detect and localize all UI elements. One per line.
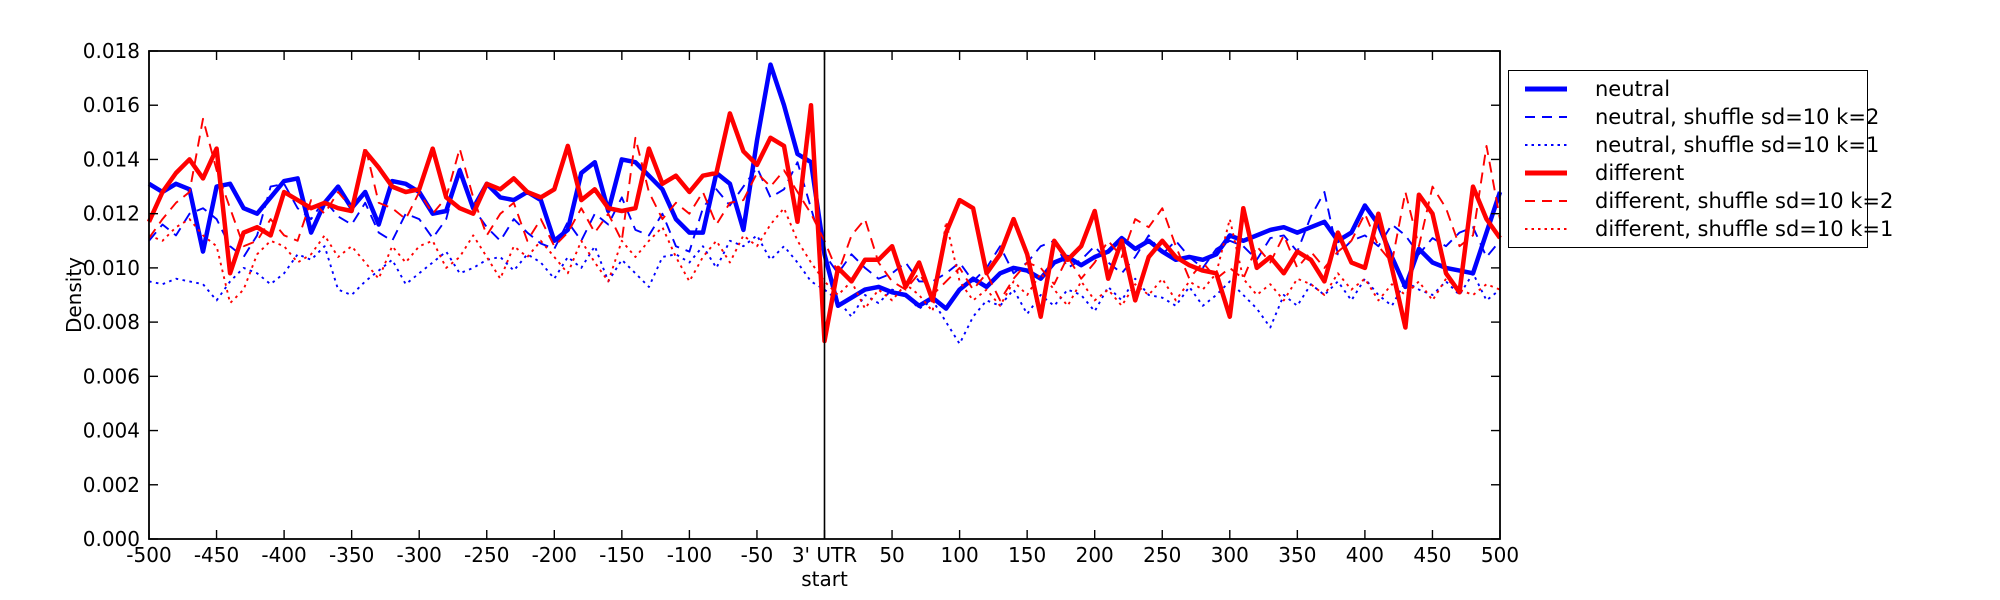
legend-item-label: neutral xyxy=(1595,77,1671,101)
x-tick-label: -350 xyxy=(329,543,374,567)
x-tick-label: -500 xyxy=(126,543,171,567)
y-tick-label: 0.012 xyxy=(83,202,140,226)
legend-item-label: different, shuffle sd=10 k=2 xyxy=(1595,189,1894,213)
legend-item-label: different xyxy=(1595,161,1685,185)
x-tick-label-zero-line2: start xyxy=(801,567,848,591)
x-tick-label: 350 xyxy=(1278,543,1316,567)
legend-box: neutral neutral, shuffle sd=10 k=2 neutral… xyxy=(1508,70,1893,248)
x-tick-label: -400 xyxy=(261,543,306,567)
axes-layer xyxy=(148,50,1501,540)
legend-item: different xyxy=(1509,159,1867,187)
legend-line-sample-solid xyxy=(1525,86,1567,92)
legend-line-sample-solid xyxy=(1525,170,1567,176)
x-tick-label: 500 xyxy=(1481,543,1519,567)
y-tick-label: 0.016 xyxy=(83,93,140,117)
legend-item: different, shuffle sd=10 k=2 xyxy=(1509,187,1893,215)
legend-item-label: neutral, shuffle sd=10 k=1 xyxy=(1595,133,1880,157)
y-tick-label: 0.004 xyxy=(83,419,140,443)
series-line-2-neutral-shuffle-sd-10-k-1 xyxy=(148,234,1501,345)
y-tick-label: 0.000 xyxy=(83,527,140,551)
x-tick-label: -50 xyxy=(741,543,774,567)
legend-item: neutral, shuffle sd=10 k=1 xyxy=(1509,131,1879,159)
x-tick-label: -100 xyxy=(667,543,712,567)
legend-line-sample-dotted xyxy=(1525,144,1567,146)
y-tick-label: 0.014 xyxy=(83,147,140,171)
y-tick-label: 0.002 xyxy=(83,473,140,497)
legend-line-sample-dotted xyxy=(1525,228,1567,230)
tick-labels-layer: -500 -450 -400 -350 -300 -250 -200 -150 -100 -50 3… xyxy=(83,39,1519,591)
y-axis-label: Density xyxy=(62,256,86,334)
y-tick-label: 0.008 xyxy=(83,310,140,334)
x-tick-label: 200 xyxy=(1076,543,1114,567)
x-tick-label: -150 xyxy=(599,543,644,567)
x-tick-label: 400 xyxy=(1346,543,1384,567)
legend-line-sample-dashed xyxy=(1525,200,1567,202)
x-tick-label: 100 xyxy=(941,543,979,567)
y-tick-label: 0.006 xyxy=(83,364,140,388)
x-tick-label: 250 xyxy=(1143,543,1181,567)
legend-item: neutral, shuffle sd=10 k=2 xyxy=(1509,103,1879,131)
y-tick-label: 0.010 xyxy=(83,256,140,280)
x-tick-label-zero: 3' UTR xyxy=(792,543,857,567)
legend-item: neutral xyxy=(1509,75,1867,103)
legend-item-label: neutral, shuffle sd=10 k=2 xyxy=(1595,105,1880,129)
legend-line-sample-dashed xyxy=(1525,116,1567,118)
legend-item: different, shuffle sd=10 k=1 xyxy=(1509,215,1893,243)
x-tick-label: 150 xyxy=(1008,543,1046,567)
x-tick-label: 450 xyxy=(1413,543,1451,567)
x-tick-label: -450 xyxy=(194,543,239,567)
x-tick-label: 50 xyxy=(879,543,904,567)
x-tick-label: 300 xyxy=(1211,543,1249,567)
legend-item-label: different, shuffle sd=10 k=1 xyxy=(1595,217,1894,241)
x-tick-label: -300 xyxy=(397,543,442,567)
x-tick-label: -200 xyxy=(532,543,577,567)
y-tick-label: 0.018 xyxy=(83,39,140,63)
x-tick-label: -250 xyxy=(464,543,509,567)
series-line-5-different-shuffle-sd-10-k-1 xyxy=(148,207,1501,313)
